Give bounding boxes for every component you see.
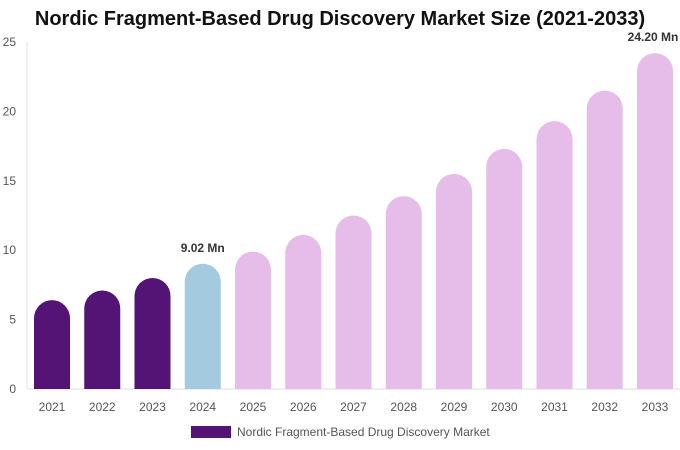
bar-2021 bbox=[34, 300, 70, 389]
bar-2023 bbox=[134, 277, 171, 389]
y-tick-label: 0 bbox=[9, 382, 16, 396]
y-tick-label: 10 bbox=[3, 243, 17, 257]
x-tick-label: 2029 bbox=[441, 400, 468, 414]
legend: Nordic Fragment-Based Drug Discovery Mar… bbox=[191, 425, 490, 439]
x-tick-label: 2030 bbox=[491, 400, 518, 414]
x-tick-label: 2032 bbox=[591, 400, 618, 414]
data-label: 24.20 Mn bbox=[628, 30, 679, 44]
y-tick-label: 20 bbox=[3, 104, 17, 118]
bar-2029 bbox=[436, 173, 472, 389]
x-tick-label: 2023 bbox=[139, 400, 166, 414]
x-tick-label: 2021 bbox=[39, 400, 66, 414]
bar-2027 bbox=[335, 215, 372, 389]
x-tick-label: 2031 bbox=[541, 400, 568, 414]
data-label: 9.02 Mn bbox=[181, 241, 225, 255]
x-tick-label: 2022 bbox=[89, 400, 116, 414]
chart-title: Nordic Fragment-Based Drug Discovery Mar… bbox=[34, 8, 646, 30]
bar-2030 bbox=[486, 148, 523, 389]
x-tick-label: 2024 bbox=[189, 400, 216, 414]
x-tick-label: 2027 bbox=[340, 400, 367, 414]
bar-2028 bbox=[385, 196, 422, 389]
x-tick-label: 2025 bbox=[240, 400, 267, 414]
x-tick-label: 2026 bbox=[290, 400, 317, 414]
bar-2026 bbox=[285, 234, 322, 389]
bar-2032 bbox=[586, 90, 623, 389]
x-tick-label: 2033 bbox=[642, 400, 669, 414]
bar-2031 bbox=[536, 121, 573, 390]
bar-2022 bbox=[84, 290, 121, 389]
legend-label: Nordic Fragment-Based Drug Discovery Mar… bbox=[237, 425, 490, 439]
x-tick-label: 2028 bbox=[390, 400, 417, 414]
legend-swatch bbox=[191, 426, 231, 438]
y-tick-label: 25 bbox=[3, 35, 17, 49]
y-tick-label: 15 bbox=[3, 174, 17, 188]
bar-2025 bbox=[235, 251, 271, 389]
bar-2033 bbox=[637, 53, 673, 389]
y-tick-label: 5 bbox=[9, 313, 16, 327]
bar-2024 bbox=[184, 263, 221, 389]
